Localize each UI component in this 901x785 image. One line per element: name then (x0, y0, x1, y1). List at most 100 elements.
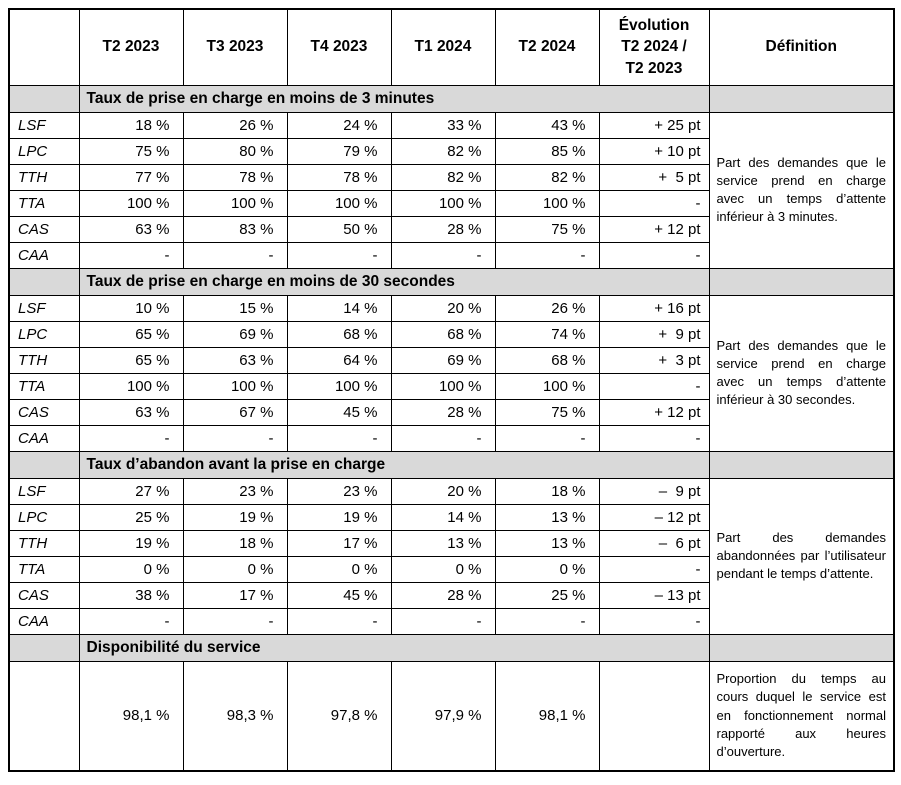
section-band-right-cell (708, 633, 895, 662)
row-label: TTA (8, 372, 80, 400)
value-cell: 67 % (182, 398, 288, 426)
value-cell: 23 % (182, 477, 288, 505)
header-t4-2023: T4 2023 (286, 8, 392, 86)
evolution-cell: – 13 pt (598, 581, 710, 609)
value-cell: - (182, 424, 288, 452)
evolution-cell: – 6 pt (598, 529, 710, 557)
value-cell: - (494, 607, 600, 635)
value-cell: 0 % (390, 555, 496, 583)
definition-cell: Proportion du temps au cours duquel le s… (708, 660, 895, 772)
value-cell: 68 % (390, 320, 496, 348)
definition-cell: Part des demandes abandonnées par l’util… (708, 477, 895, 635)
value-cell: 68 % (494, 346, 600, 374)
row-label: TTH (8, 346, 80, 374)
value-cell: 100 % (286, 189, 392, 217)
evolution-cell: + 25 pt (598, 111, 710, 139)
row-label: LPC (8, 320, 80, 348)
value-cell: 75 % (494, 398, 600, 426)
value-cell: 50 % (286, 215, 392, 243)
header-evolution: Évolution T2 2024 / T2 2023 (598, 8, 710, 86)
value-cell: - (78, 424, 184, 452)
value-cell: 13 % (494, 503, 600, 531)
value-cell: 18 % (78, 111, 184, 139)
table-row: LPC 25 % 19 % 19 % 14 % 13 % – 12 pt (8, 503, 894, 531)
value-cell: 26 % (182, 111, 288, 139)
section-title: Taux d’abandon avant la prise en charge (78, 450, 710, 479)
table-row: LPC 75 % 80 % 79 % 82 % 85 % + 10 pt (8, 137, 894, 165)
value-cell: 100 % (182, 189, 288, 217)
value-cell: 85 % (494, 137, 600, 165)
row-label: LSF (8, 294, 80, 322)
section-band-row: Taux de prise en charge en moins de 30 s… (8, 267, 895, 296)
value-cell: 28 % (390, 398, 496, 426)
row-label: CAS (8, 398, 80, 426)
section-band-right-cell (708, 450, 895, 479)
value-cell: 18 % (182, 529, 288, 557)
value-cell: 33 % (390, 111, 496, 139)
value-cell: 26 % (494, 294, 600, 322)
value-cell: 28 % (390, 581, 496, 609)
table-row: LSF 10 % 15 % 14 % 20 % 26 % + 16 pt Part des d… (8, 294, 895, 452)
value-cell: - (182, 607, 288, 635)
value-cell: 19 % (78, 529, 184, 557)
table-row: TTH 77 % 78 % 78 % 82 % 82 % + 5 pt (8, 163, 894, 191)
row-label: TTH (8, 163, 80, 191)
value-cell: 19 % (182, 503, 288, 531)
value-cell: - (390, 241, 496, 269)
value-cell: - (494, 241, 600, 269)
section-band-right-cell (708, 267, 895, 296)
section-title: Disponibilité du service (78, 633, 710, 662)
row-label: CAA (8, 241, 80, 269)
value-cell: 18 % (494, 477, 600, 505)
row-label: CAS (8, 215, 80, 243)
value-cell: 10 % (78, 294, 184, 322)
value-cell: 82 % (390, 137, 496, 165)
row-label: TTA (8, 555, 80, 583)
value-cell: 19 % (286, 503, 392, 531)
table-row: LSF 18 % 26 % 24 % 33 % 43 % + 25 pt Part des d… (8, 111, 895, 269)
value-cell: 0 % (182, 555, 288, 583)
value-cell: 77 % (78, 163, 184, 191)
header-t2-2023: T2 2023 (78, 8, 184, 86)
row-label: CAA (8, 424, 80, 452)
value-cell: 74 % (494, 320, 600, 348)
evolution-cell: - (598, 189, 710, 217)
table-row: LPC 65 % 69 % 68 % 68 % 74 % + 9 pt (8, 320, 894, 348)
value-cell: 15 % (182, 294, 288, 322)
value-cell: 97,8 % (286, 660, 392, 772)
value-cell: - (78, 241, 184, 269)
value-cell: 100 % (494, 189, 600, 217)
value-cell: 69 % (390, 346, 496, 374)
value-cell: 14 % (390, 503, 496, 531)
table-row: CAS 38 % 17 % 45 % 28 % 25 % – 13 pt (8, 581, 894, 609)
evolution-cell: - (598, 372, 710, 400)
header-t1-2024: T1 2024 (390, 8, 496, 86)
header-empty-cell (8, 8, 80, 86)
header-definition: Définition (708, 8, 895, 86)
value-cell: 0 % (286, 555, 392, 583)
table-row: CAS 63 % 67 % 45 % 28 % 75 % + 12 pt (8, 398, 894, 426)
table-row: CAA - - - - - - (8, 607, 894, 635)
value-cell: 78 % (182, 163, 288, 191)
value-cell: 13 % (390, 529, 496, 557)
row-label: TTA (8, 189, 80, 217)
row-label: LPC (8, 503, 80, 531)
table-row: CAS 63 % 83 % 50 % 28 % 75 % + 12 pt (8, 215, 894, 243)
evolution-cell: – 9 pt (598, 477, 710, 505)
section-band-row: Taux d’abandon avant la prise en charge (8, 450, 895, 479)
value-cell: 13 % (494, 529, 600, 557)
row-label: LPC (8, 137, 80, 165)
value-cell: 98,3 % (182, 660, 288, 772)
value-cell: 43 % (494, 111, 600, 139)
value-cell: 28 % (390, 215, 496, 243)
section-band-left-cell (8, 450, 80, 479)
value-cell: 100 % (286, 372, 392, 400)
value-cell: 100 % (78, 189, 184, 217)
value-cell: 63 % (182, 346, 288, 374)
evolution-cell: + 10 pt (598, 137, 710, 165)
value-cell: 100 % (390, 372, 496, 400)
section-band-right-cell (708, 84, 895, 113)
evolution-cell: - (598, 607, 710, 635)
section-title: Taux de prise en charge en moins de 30 s… (78, 267, 710, 296)
section-band-left-cell (8, 84, 80, 113)
